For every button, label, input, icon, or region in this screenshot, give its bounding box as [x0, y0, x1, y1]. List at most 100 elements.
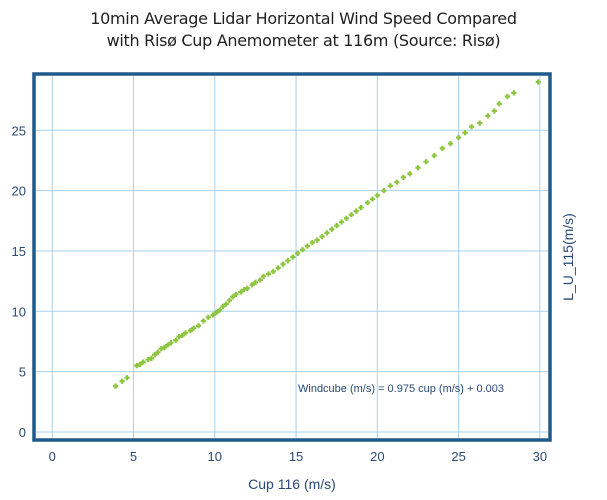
data-point — [447, 140, 454, 147]
data-point — [334, 223, 340, 229]
y-tick-label: 20 — [12, 184, 26, 199]
data-point — [179, 332, 185, 339]
data-point — [134, 363, 140, 369]
data-point — [233, 291, 239, 298]
data-point — [381, 188, 387, 194]
data-point — [407, 171, 413, 177]
data-point — [195, 323, 202, 329]
data-point — [439, 145, 445, 151]
data-point — [176, 334, 182, 340]
data-point — [280, 261, 286, 267]
data-point — [462, 130, 468, 136]
data-point — [191, 325, 197, 331]
data-point — [257, 277, 263, 283]
data-point — [230, 294, 236, 300]
chart-title: 10min Average Lidar Horizontal Wind Spee… — [0, 8, 607, 52]
data-point — [265, 271, 272, 277]
data-point — [535, 79, 541, 85]
data-point — [155, 349, 161, 355]
x-tick-label: 5 — [130, 449, 137, 464]
data-point — [299, 247, 306, 253]
data-point — [173, 337, 179, 343]
data-point — [270, 268, 276, 275]
data-point — [469, 124, 475, 130]
data-point — [431, 153, 437, 159]
data-point — [348, 212, 354, 218]
data-point — [394, 179, 400, 185]
x-tick-label: 15 — [289, 449, 303, 464]
data-point — [343, 215, 350, 221]
x-axis-label: Cup 116 (m/s) — [248, 476, 336, 492]
data-point — [423, 159, 429, 165]
y-tick-label: 25 — [12, 123, 26, 138]
y-axis-label: L_U_115(m/s) — [560, 213, 576, 301]
data-point — [137, 361, 143, 367]
x-tick-label: 25 — [451, 449, 465, 464]
y-tick-label: 5 — [19, 365, 26, 380]
data-point — [387, 183, 393, 189]
data-point — [309, 239, 315, 246]
data-point — [491, 108, 497, 114]
data-point — [353, 208, 359, 214]
y-tick-label: 10 — [12, 304, 26, 319]
data-point — [249, 282, 255, 288]
data-point — [161, 344, 168, 351]
data-point — [140, 359, 146, 365]
chart-title-line-2: with Risø Cup Anemometer at 116m (Source… — [106, 31, 501, 50]
data-point — [477, 120, 483, 126]
regression-annotation: Windcube (m/s) = 0.975 cup (m/s) + 0.003 — [298, 383, 504, 395]
data-point — [290, 254, 296, 260]
data-point — [324, 230, 330, 236]
data-point — [119, 378, 125, 384]
x-tick-label: 10 — [208, 449, 222, 464]
data-point — [217, 307, 223, 313]
data-point — [220, 303, 226, 310]
data-point — [152, 352, 158, 358]
data-point — [275, 265, 281, 271]
data-point — [285, 258, 291, 264]
data-point — [456, 134, 462, 141]
data-point — [158, 346, 164, 352]
data-point — [304, 243, 311, 249]
data-point — [415, 165, 421, 171]
data-point — [314, 237, 320, 243]
data-point — [223, 301, 229, 307]
data-point — [182, 330, 189, 336]
data-point — [168, 340, 174, 346]
data-point — [295, 250, 301, 256]
x-axis-ticks: 0 5 10 15 20 25 30 — [49, 449, 547, 464]
data-point — [338, 219, 345, 225]
data-point — [210, 312, 216, 318]
data-point — [241, 286, 247, 293]
data-point — [148, 355, 155, 361]
data-point — [252, 279, 259, 285]
data-point — [238, 289, 244, 295]
y-tick-label: 0 — [19, 425, 26, 440]
data-point — [213, 309, 220, 316]
data-point — [485, 113, 491, 119]
data-point — [369, 196, 376, 202]
data-point — [244, 285, 250, 291]
data-point — [504, 93, 510, 100]
data-point — [364, 200, 371, 206]
data-point — [145, 356, 151, 363]
data-point — [319, 233, 325, 240]
data-point — [165, 342, 171, 348]
data-points — [113, 79, 541, 389]
x-tick-label: 0 — [49, 449, 56, 464]
y-tick-label: 15 — [12, 244, 26, 259]
data-point — [358, 204, 364, 211]
x-tick-label: 30 — [533, 449, 547, 464]
data-point — [124, 375, 130, 381]
data-point — [496, 101, 502, 107]
data-point — [511, 90, 517, 96]
data-point — [260, 273, 267, 279]
data-point — [205, 314, 211, 320]
y-axis-ticks: 0 5 10 15 20 25 — [12, 123, 26, 440]
data-point — [226, 297, 233, 304]
data-point — [329, 226, 335, 232]
data-point — [200, 318, 207, 324]
data-point — [187, 328, 194, 334]
data-point — [113, 383, 119, 389]
